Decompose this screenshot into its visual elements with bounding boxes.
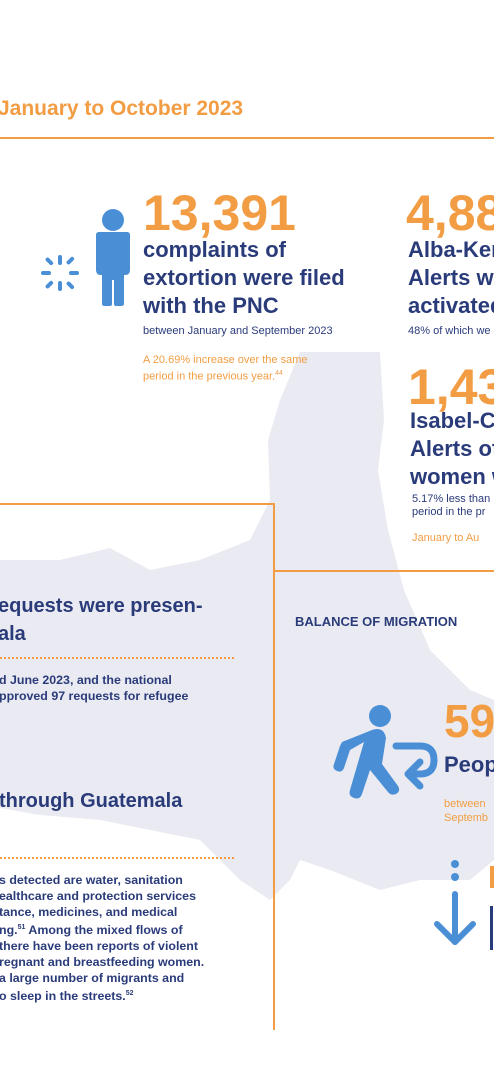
extortion-note: A 20.69% increase over the same period i… <box>143 353 373 384</box>
down-arrow-icon <box>433 858 477 948</box>
refugee-heading: equests were presen- ala <box>0 592 203 648</box>
extortion-line-1: complaints of <box>143 237 287 262</box>
migration-period: between Septemb <box>444 797 488 825</box>
transit-text: s detected are water, sanitation ealthca… <box>0 872 234 1004</box>
person-alert-icon <box>36 208 136 308</box>
migration-number: 59 <box>444 695 494 747</box>
extortion-note-line-2: period in the previous year.44 <box>143 370 283 383</box>
isabel-claudina-line-2: Alerts of <box>410 436 494 461</box>
migration-fragment-number <box>490 866 494 888</box>
isabel-claudina-note-line-2: period in the pr <box>412 506 486 518</box>
extortion-line-2: extortion were filed <box>143 265 345 290</box>
transit-line-4: ng.51 Among the mixed flows of <box>0 923 183 938</box>
extortion-line-3: with the PNC <box>143 293 279 318</box>
migration-period-line-2: Septemb <box>444 812 489 824</box>
left-box-top-line <box>0 503 274 505</box>
alba-keneth-number: 4,88 <box>406 185 494 241</box>
isabel-claudina-period: January to Au <box>412 532 480 544</box>
refugee-heading-line-1: equests were presen- <box>0 595 203 617</box>
header-divider <box>0 137 494 139</box>
walking-return-icon <box>312 702 442 814</box>
transit-dotted-divider <box>0 857 234 859</box>
isabel-claudina-description: Isabel-Cla Alerts of women w <box>410 407 494 491</box>
extortion-number: 13,391 <box>143 185 296 241</box>
alba-keneth-subtext: 48% of which we <box>408 325 491 337</box>
migration-fragment-text <box>490 906 494 950</box>
isabel-claudina-line-1: Isabel-Cla <box>410 408 494 433</box>
center-vertical-line <box>273 503 275 1030</box>
transit-line-1: s detected are water, sanitation <box>0 873 183 887</box>
refugee-text-line-1: d June 2023, and the national <box>0 673 172 687</box>
refugee-text: d June 2023, and the national pproved 97… <box>0 672 234 704</box>
isabel-claudina-line-3: women w <box>410 464 494 489</box>
transit-line-5: there have been reports of violent <box>0 939 198 954</box>
refugee-text-line-2: pproved 97 requests for refugee <box>0 689 189 703</box>
transit-line-3: tance, medicines, and medical <box>0 905 178 919</box>
transit-line-6: regnant and breastfeeding women. <box>0 955 205 970</box>
alba-keneth-line-2: Alerts we <box>408 265 494 290</box>
alba-keneth-description: Alba-Ken Alerts we activated <box>408 236 494 320</box>
page-title: January to October 2023 <box>0 97 244 120</box>
isabel-claudina-number: 1,43 <box>408 359 494 415</box>
isabel-claudina-note-line-1: 5.17% less than <box>412 493 491 505</box>
extortion-note-line-1: A 20.69% increase over the same <box>143 354 308 366</box>
transit-line-7: a large number of migrants and <box>0 971 185 986</box>
footnote-ref: 52 <box>125 990 134 998</box>
migration-label: BALANCE OF MIGRATION <box>295 614 458 629</box>
migration-period-line-1: between <box>444 798 486 810</box>
extortion-description: complaints of extortion were filed with … <box>143 236 383 320</box>
footnote-ref: 44 <box>275 370 283 377</box>
migration-people: Peop <box>444 752 494 777</box>
right-box-top-line <box>274 570 494 572</box>
refugee-dotted-divider <box>0 657 234 659</box>
footnote-ref: 51 <box>17 924 26 931</box>
alba-keneth-line-3: activated <box>408 293 494 318</box>
extortion-period: between January and September 2023 <box>143 325 333 337</box>
transit-heading: through Guatemala <box>0 790 183 812</box>
transit-line-2: ealthcare and protection services <box>0 889 196 903</box>
alba-keneth-line-1: Alba-Ken <box>408 237 494 262</box>
isabel-claudina-note: 5.17% less than period in the pr <box>412 493 490 519</box>
refugee-heading-line-2: ala <box>0 623 26 645</box>
transit-line-8: o sleep in the streets.52 <box>0 989 134 1004</box>
